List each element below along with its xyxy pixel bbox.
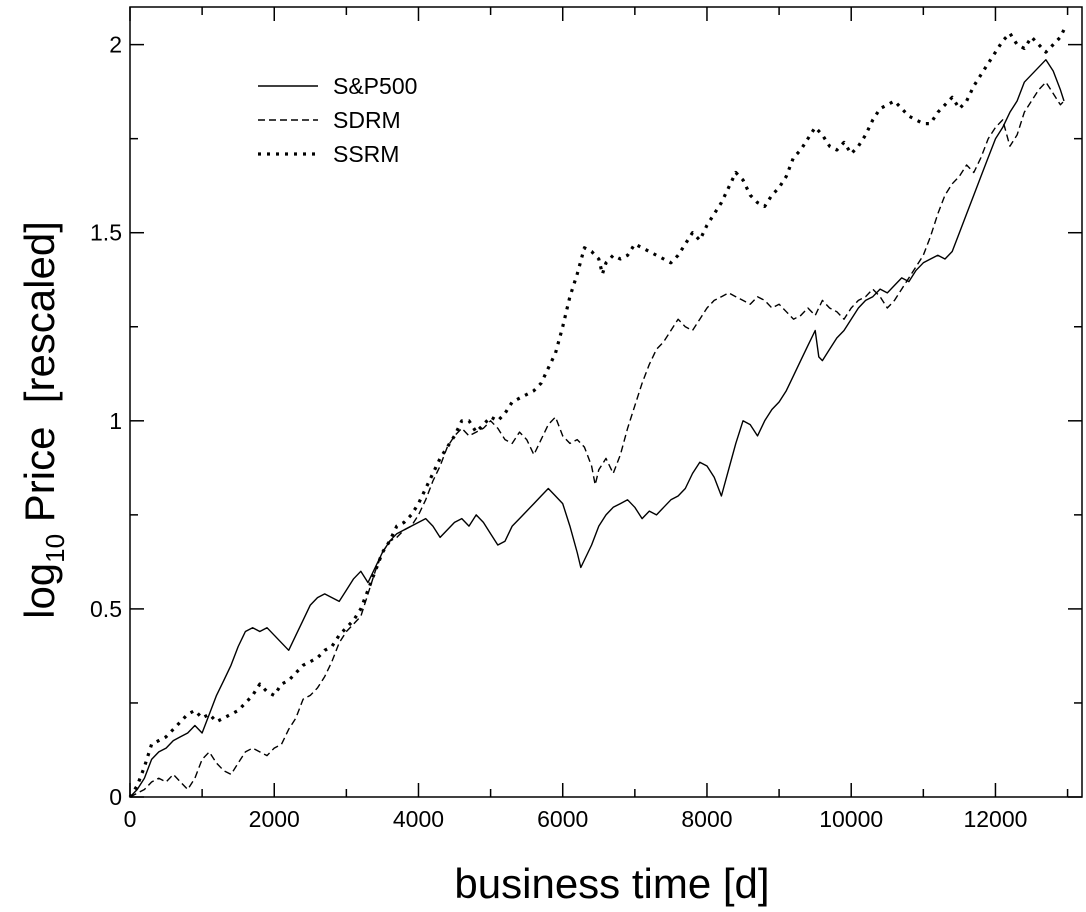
y-axis-title-sub: 10 [40,534,70,563]
series-line-ssrm [128,28,1066,798]
x-tick-labels: 0 2000 4000 6000 8000 10000 12000 [124,806,1028,832]
y-tick-label: 0.5 [90,596,122,622]
y-axis-title-main: log [16,563,63,619]
x-tick-label: 0 [124,806,137,832]
x-axis-title: business time [d] [454,860,769,907]
series-line-sdrm [129,81,1065,798]
legend-label: SDRM [333,107,401,133]
y-tick-label: 1.5 [90,220,122,246]
x-tick-label: 6000 [537,806,588,832]
x-tick-label: 10000 [819,806,883,832]
legend: S&P500 SDRM SSRM [258,73,417,167]
y-axis-title: log10 Price [rescaled] [16,221,70,619]
x-tick-label: 2000 [249,806,300,832]
x-tick-label: 8000 [681,806,732,832]
series-line-sp500 [129,59,1065,798]
major-ticks [129,7,1082,798]
x-tick-label: 12000 [963,806,1027,832]
plot-frame [129,6,1083,798]
plot-border [129,6,1083,798]
legend-label: S&P500 [333,73,417,99]
x-tick-label: 4000 [393,806,444,832]
y-tick-label: 2 [109,32,122,58]
y-tick-labels: 0 0.5 1 1.5 2 [90,32,122,810]
y-tick-label: 0 [109,784,122,810]
legend-label: SSRM [333,141,399,167]
y-axis-title-rest: Price [rescaled] [16,221,63,534]
y-tick-label: 1 [109,408,122,434]
series-lines [128,28,1066,798]
minor-ticks [130,7,1082,797]
